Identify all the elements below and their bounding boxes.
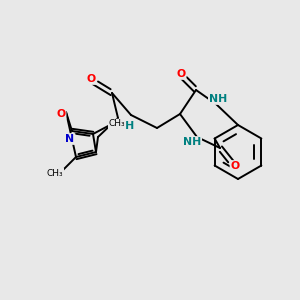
Text: CH₃: CH₃ — [47, 169, 63, 178]
Text: O: O — [86, 74, 96, 84]
Text: NH: NH — [209, 94, 227, 104]
Text: O: O — [176, 69, 186, 79]
Text: CH₃: CH₃ — [109, 119, 125, 128]
Text: NH: NH — [183, 137, 201, 147]
Text: O: O — [230, 161, 240, 171]
Text: NH: NH — [116, 121, 134, 131]
Text: O: O — [56, 109, 66, 119]
Text: N: N — [65, 134, 75, 144]
